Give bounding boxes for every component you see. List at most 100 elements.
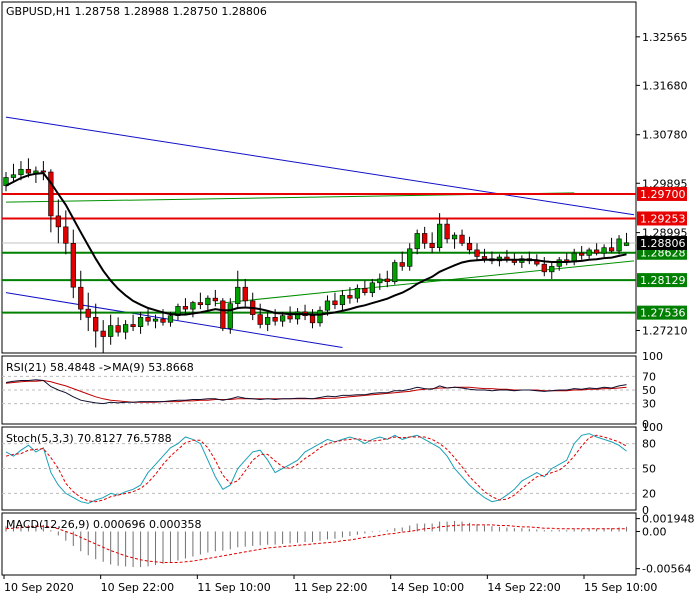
candle [175, 303, 181, 321]
candle-body-bear [70, 243, 76, 288]
price-panel: 1.325651.316801.307801.298951.289951.272… [1, 1, 688, 354]
time-tick-label: 10 Sep 22:00 [101, 581, 174, 594]
candle [242, 278, 248, 307]
candle-body-bull [265, 317, 271, 325]
candle [272, 309, 278, 326]
candle [324, 295, 331, 316]
level-label-box [637, 273, 687, 288]
stoch-panel: 100 80 50 20 0 [1, 421, 663, 517]
candle [235, 270, 241, 310]
stoch-tick-label: 0 [642, 504, 649, 517]
candle [384, 270, 390, 288]
rsi-tick-label: 50 [642, 384, 656, 397]
candle-body-bear [332, 300, 338, 306]
candle [220, 298, 226, 332]
candle [55, 199, 61, 244]
candle-body-bear [220, 300, 226, 329]
candle-body-bull [623, 242, 630, 246]
candle-body-bear [347, 295, 353, 299]
candle-body-bull [235, 286, 241, 304]
candle-body-bull [205, 297, 211, 306]
candle-body-bear [481, 256, 488, 259]
candle-body-bull [294, 311, 301, 320]
candle-body-bull [549, 266, 555, 273]
candle [437, 213, 443, 252]
rsi-tick-label: 30 [642, 398, 656, 411]
candle-body-bear [384, 278, 390, 283]
time-tick-label: 14 Sep 22:00 [487, 581, 560, 594]
candle-body-bull [339, 295, 346, 306]
candle-body-bull [123, 324, 129, 333]
candle-body-bull [167, 315, 174, 323]
candle-body-bear [272, 317, 278, 322]
candle-body-bear [212, 297, 218, 302]
candle-body-bull [451, 234, 458, 240]
candle-body-bear [309, 315, 316, 324]
candle-body-bear [429, 243, 435, 248]
candle-body-bear [100, 330, 106, 337]
candle-body-bull [556, 259, 562, 267]
candle [339, 289, 346, 311]
candle-body-bear [85, 308, 91, 318]
candle [392, 259, 398, 285]
candle [429, 232, 435, 254]
candle-body-bear [362, 287, 368, 293]
macd-tick-label: -0.00564 [642, 563, 691, 576]
current-price-box [637, 235, 687, 250]
candle [182, 298, 189, 315]
candle [451, 232, 458, 249]
rsi-label: RSI(21) 58.4848 ->MA(9) 53.8668 [6, 361, 194, 374]
candle [265, 311, 271, 332]
channel-upper-line [5, 116, 635, 216]
candle [205, 295, 211, 312]
stoch-tick-label: 20 [642, 487, 656, 500]
candle-body-bear [608, 247, 615, 252]
candle-body-bear [182, 306, 189, 310]
candle [369, 278, 375, 298]
candle-body-bear [474, 249, 480, 257]
candle-body-bear [48, 171, 54, 217]
candle [332, 292, 338, 310]
time-tick-label: 14 Sep 10:00 [391, 581, 464, 594]
time-tick-label: 11 Sep 22:00 [294, 581, 367, 594]
candle [317, 306, 323, 327]
stoch-k-line [5, 433, 627, 504]
candle-body-bull [108, 325, 114, 337]
candle [3, 172, 9, 192]
candle [362, 280, 368, 296]
candle-body-bear [422, 233, 428, 244]
candle [93, 303, 99, 348]
candle-body-bear [63, 226, 69, 244]
candle [227, 298, 233, 334]
price-tick-label: 1.32565 [642, 31, 688, 44]
time-tick-label: 15 Sep 10:00 [584, 581, 657, 594]
candle [444, 218, 450, 244]
stoch-tick-label: 80 [642, 438, 656, 451]
current-price-label: 1.28806 [640, 237, 686, 250]
candle [48, 169, 54, 233]
candle-body-bull [324, 300, 331, 311]
candle [70, 229, 76, 299]
channel-lower-line [5, 292, 343, 349]
symbol-header: GBPUSD,H1 1.28758 1.28988 1.28750 1.2880… [6, 5, 267, 18]
level-label-box [637, 211, 687, 226]
candle [108, 314, 114, 345]
level-label: 1.27536 [640, 307, 686, 320]
candle [549, 262, 555, 279]
candle [422, 226, 428, 249]
level-label: 1.29700 [640, 188, 686, 201]
level-label: 1.28628 [640, 247, 686, 260]
time-tick-label: 10 Sep 2020 [4, 581, 74, 594]
candle-body-bear [93, 317, 99, 332]
candle [85, 292, 91, 332]
stoch-d-line [5, 434, 627, 503]
candle-body-bear [242, 286, 248, 302]
price-tick-label: 1.30780 [642, 129, 688, 142]
candle-body-bear [287, 315, 293, 320]
candle [399, 251, 405, 271]
candle [474, 243, 480, 260]
candle-body-bear [579, 252, 585, 256]
rsi-tick-label: 100 [642, 350, 663, 363]
candle-body-bull [227, 303, 233, 329]
